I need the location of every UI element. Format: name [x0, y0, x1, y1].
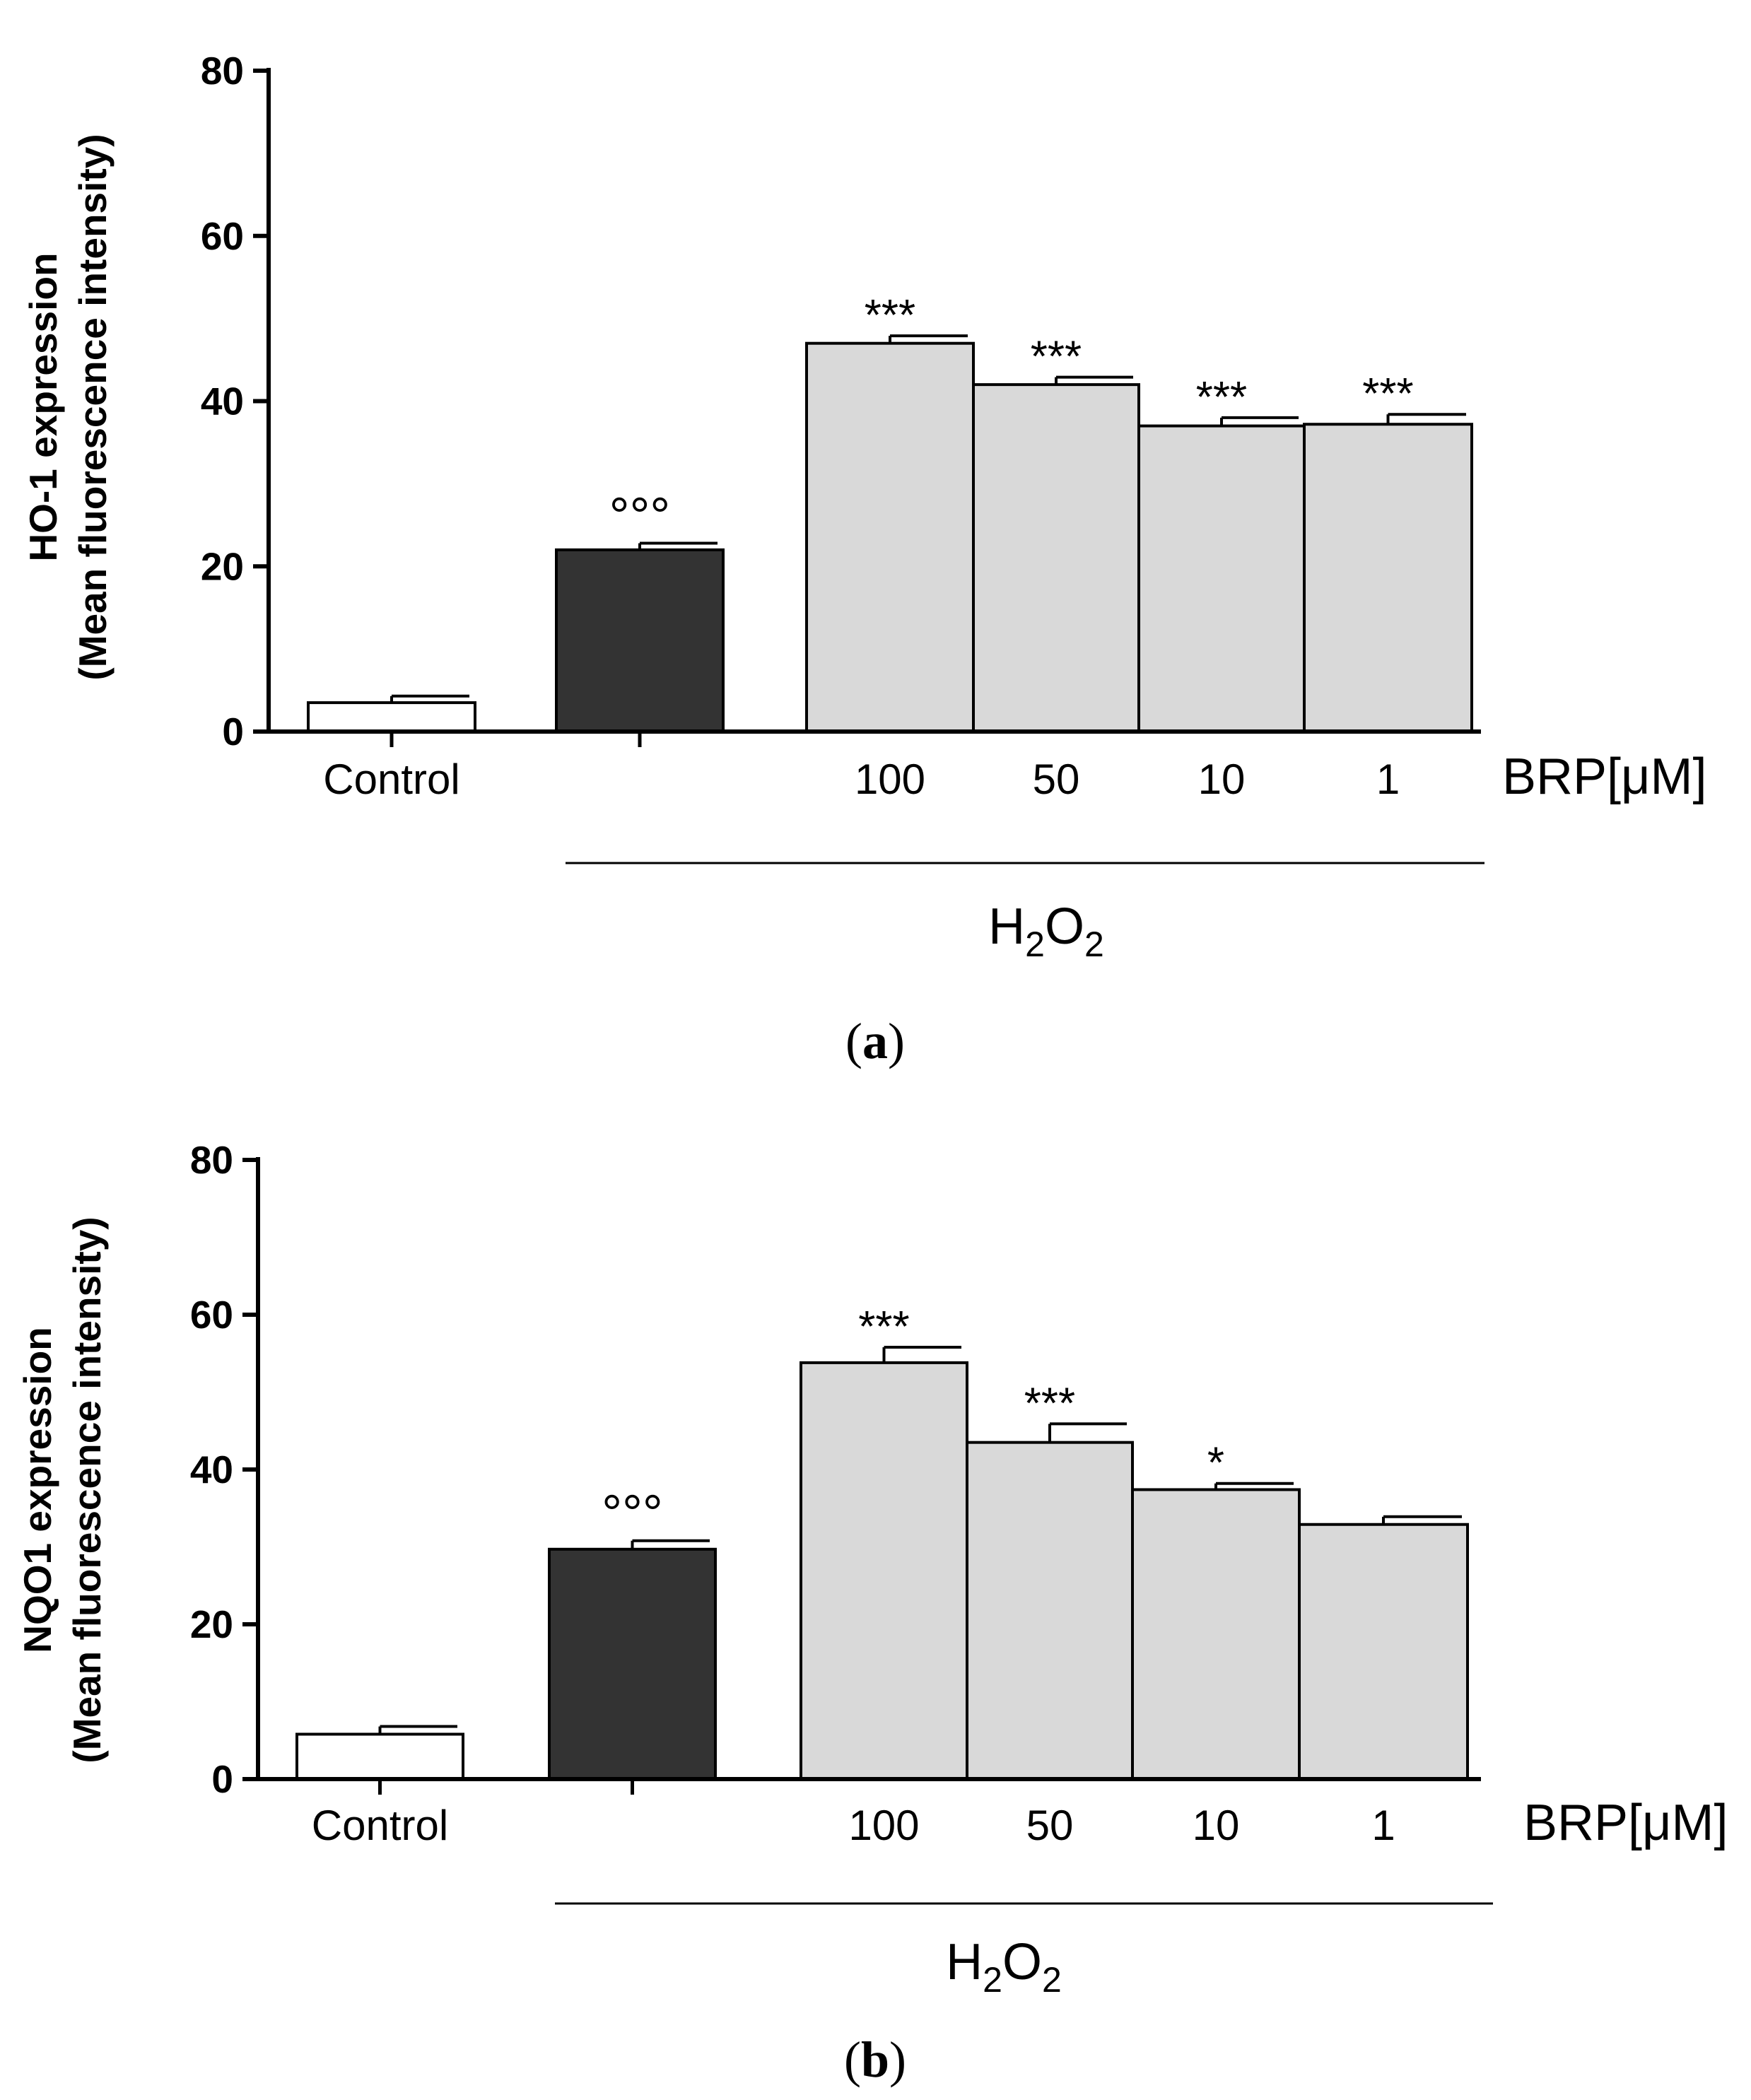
x-tick-label: 1	[1376, 756, 1400, 803]
x-tick-label: 1	[1371, 1802, 1395, 1849]
panel-a-caption-letter: a	[862, 1013, 888, 1069]
panel-b-bars	[295, 1361, 1469, 1781]
panel-b-xticks: Control 100 50 10 1	[312, 1779, 1395, 1849]
significance-mark: ***	[1362, 370, 1413, 418]
panel-a-chart: HO-1 expression (Mean fluorescence inten…	[21, 49, 1707, 1069]
bar	[1131, 1488, 1301, 1781]
bar	[805, 341, 975, 733]
y-tick-label: 80	[201, 49, 244, 93]
significance-mark: ***	[1031, 333, 1082, 382]
panel-b-group-sub1: 2	[983, 1960, 1002, 2000]
panel-b-chart: NQO1 expression (Mean fluorescence inten…	[16, 1138, 1728, 2088]
y-tick-label: 40	[190, 1448, 233, 1491]
panel-b-group-label: H2O2	[946, 1934, 1062, 2000]
bar	[1137, 424, 1306, 733]
panel-a-group-sub2: 2	[1084, 925, 1104, 964]
x-tick-label: 10	[1193, 1802, 1240, 1849]
bar	[966, 1441, 1134, 1781]
y-tick-label: 80	[190, 1138, 233, 1182]
y-tick-label: 20	[190, 1602, 233, 1646]
y-tick-label: 0	[211, 1757, 233, 1801]
panel-b-group-sub2: 2	[1042, 1960, 1062, 2000]
significance-mark: °°°	[609, 488, 670, 545]
panel-a-group-h: H	[988, 898, 1025, 955]
panel-a-bars	[307, 341, 1473, 733]
panel-b-yticks: 0 20 40 60 80	[190, 1138, 258, 1801]
x-tick-label: 50	[1026, 1802, 1074, 1849]
panel-b-caption-letter: b	[861, 2031, 889, 2088]
panel-a-group-sub1: 2	[1025, 925, 1045, 964]
panel-b-ylabel-line2: (Mean fluorescence intensity)	[65, 1216, 109, 1763]
panel-a-group-label: H2O2	[988, 898, 1104, 964]
significance-mark: ***	[858, 1303, 909, 1351]
panel-b-unit-label: BRP[μM]	[1523, 1795, 1728, 1851]
x-tick-label: 10	[1198, 756, 1246, 803]
x-tick-label: 100	[848, 1802, 919, 1849]
panel-b-significance-marks: °°°*******	[602, 1303, 1224, 1542]
x-tick-label: 100	[855, 756, 925, 803]
y-tick-label: 0	[222, 710, 244, 753]
y-tick-label: 40	[201, 380, 244, 423]
panel-b-ylabel-line1: NQO1 expression	[16, 1327, 59, 1653]
significance-mark: *	[1207, 1439, 1224, 1488]
significance-mark: ***	[865, 291, 915, 340]
bar	[295, 1732, 464, 1781]
bar	[1298, 1523, 1469, 1781]
significance-mark: ***	[1196, 373, 1247, 422]
panel-b-group-h: H	[946, 1934, 983, 1990]
panel-a-significance-marks: °°° *** *** *** ***	[609, 291, 1414, 544]
x-tick-label: Control	[323, 756, 459, 803]
panel-b-error-bars	[378, 1345, 1462, 1735]
panel-a-ylabel-line2: (Mean fluorescence intensity)	[71, 134, 115, 680]
y-tick-label: 20	[201, 544, 244, 588]
panel-a-xticks: Control 100 50 10 1	[323, 732, 1400, 803]
y-tick-label: 60	[190, 1293, 233, 1337]
bar	[548, 1547, 717, 1781]
significance-mark: °°°	[602, 1486, 662, 1542]
panel-a-ylabel-line1: HO-1 expression	[21, 252, 65, 561]
bar	[800, 1361, 968, 1781]
panel-a-caption: (a)	[845, 1013, 905, 1069]
y-tick-label: 60	[201, 214, 244, 258]
bar	[972, 383, 1140, 733]
x-tick-label: Control	[312, 1802, 448, 1849]
panel-a-yticks: 0 20 40 60 80	[201, 49, 269, 753]
panel-b-group-o: O	[1002, 1934, 1042, 1990]
panel-b-caption: (b)	[844, 2031, 906, 2088]
bar	[307, 701, 476, 733]
bar	[555, 548, 725, 733]
panel-a-unit-label: BRP[μM]	[1502, 749, 1707, 805]
x-tick-label: 50	[1033, 756, 1080, 803]
panel-a-group-o: O	[1045, 898, 1084, 955]
bar	[1303, 423, 1473, 733]
significance-mark: ***	[1024, 1379, 1075, 1428]
